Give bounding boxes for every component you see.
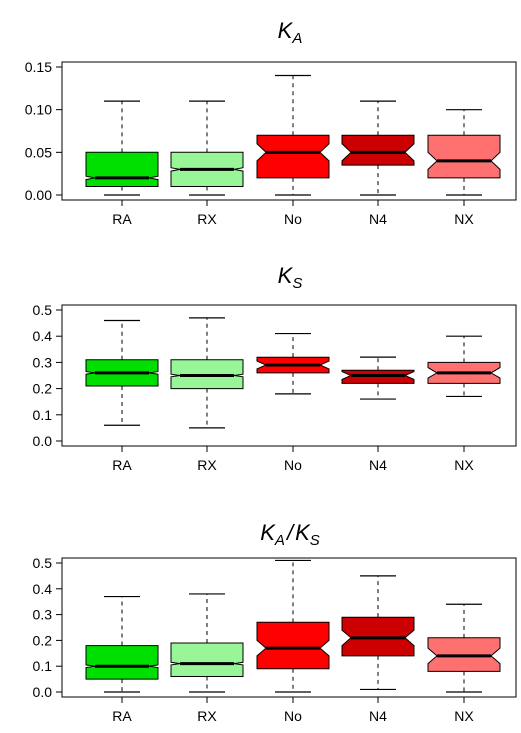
- box-body: [170, 642, 244, 677]
- box-n4: [341, 100, 415, 196]
- box-ra: [85, 100, 159, 196]
- box-n4: [341, 575, 415, 691]
- title-separator: /: [285, 520, 295, 545]
- y-tick-label: 0.3: [33, 607, 53, 623]
- box-body: [85, 645, 159, 680]
- panel-title: KA/KS: [260, 520, 320, 549]
- box-no: [256, 74, 330, 196]
- box-no: [256, 559, 330, 693]
- title-main: K: [278, 263, 294, 288]
- x-tick-label: RA: [112, 708, 132, 724]
- title-main: K: [260, 520, 276, 545]
- x-tick-label: RA: [112, 211, 132, 227]
- x-tick-label: NX: [454, 211, 474, 227]
- title-main-2: K: [295, 520, 311, 545]
- x-tick-label: No: [284, 708, 302, 724]
- y-tick-label: 0.1: [33, 658, 53, 674]
- box-nx: [427, 109, 501, 196]
- title-subscript: A: [274, 532, 285, 549]
- y-tick-label: 0.2: [33, 632, 53, 648]
- plot-frame: [61, 557, 517, 698]
- panel-title: KA: [278, 18, 303, 47]
- y-tick-label: 0.2: [33, 381, 53, 397]
- title-main: K: [278, 18, 294, 43]
- y-tick-label: 0.1: [33, 407, 53, 423]
- x-tick-label: RX: [197, 708, 217, 724]
- y-tick-label: 0.05: [25, 144, 52, 160]
- x-tick-label: No: [284, 211, 302, 227]
- x-tick-label: N4: [369, 708, 387, 724]
- box-nx: [427, 603, 501, 693]
- box-nx: [427, 335, 501, 398]
- panel-title: KS: [278, 263, 303, 292]
- box-body: [85, 151, 159, 187]
- y-tick-label: 0.5: [33, 302, 53, 318]
- chart-panel-3: KA/KS0.00.10.20.30.40.5RA RX No N4 NX: [33, 520, 517, 724]
- box-ra: [85, 319, 159, 426]
- y-tick-label: 0.4: [33, 328, 53, 344]
- box-ra: [85, 595, 159, 693]
- y-tick-label: 0.15: [25, 59, 52, 75]
- y-tick-label: 0.3: [33, 354, 53, 370]
- box-rx: [170, 317, 244, 429]
- y-tick-label: 0.0: [33, 684, 53, 700]
- box-body: [256, 134, 330, 179]
- box-body: [341, 134, 415, 166]
- plot-frame: [61, 61, 517, 201]
- box-rx: [170, 593, 244, 693]
- y-tick-label: 0.10: [25, 102, 52, 118]
- box-n4: [341, 356, 415, 400]
- x-tick-label: NX: [454, 708, 474, 724]
- x-tick-label: No: [284, 457, 302, 473]
- y-tick-label: 0.0: [33, 433, 53, 449]
- chart-panel-1: KA 0.00 0.05 0.10 0.15 RA RX No N4 NX: [25, 18, 517, 227]
- box-body: [256, 621, 330, 670]
- x-tick-label: NX: [454, 457, 474, 473]
- x-tick-label: N4: [369, 211, 387, 227]
- chart-panel-2: KS 0.0 0.1 0.2 0.3 0.4 0.5 RA RX No N4 NX: [33, 263, 517, 473]
- y-tick-label: 0.4: [33, 581, 53, 597]
- x-tick-label: RX: [197, 457, 217, 473]
- x-tick-label: RA: [112, 457, 132, 473]
- title-subscript: A: [291, 30, 302, 47]
- title-subscript: S: [292, 275, 302, 292]
- plot-frame: [61, 304, 517, 447]
- title-subscript-2: S: [310, 532, 320, 549]
- y-tick-label: 0.00: [25, 187, 52, 203]
- box-body: [427, 134, 501, 179]
- box-rx: [170, 100, 244, 196]
- x-tick-label: N4: [369, 457, 387, 473]
- x-tick-label: RX: [197, 211, 217, 227]
- box-no: [256, 332, 330, 395]
- y-tick-label: 0.5: [33, 555, 53, 571]
